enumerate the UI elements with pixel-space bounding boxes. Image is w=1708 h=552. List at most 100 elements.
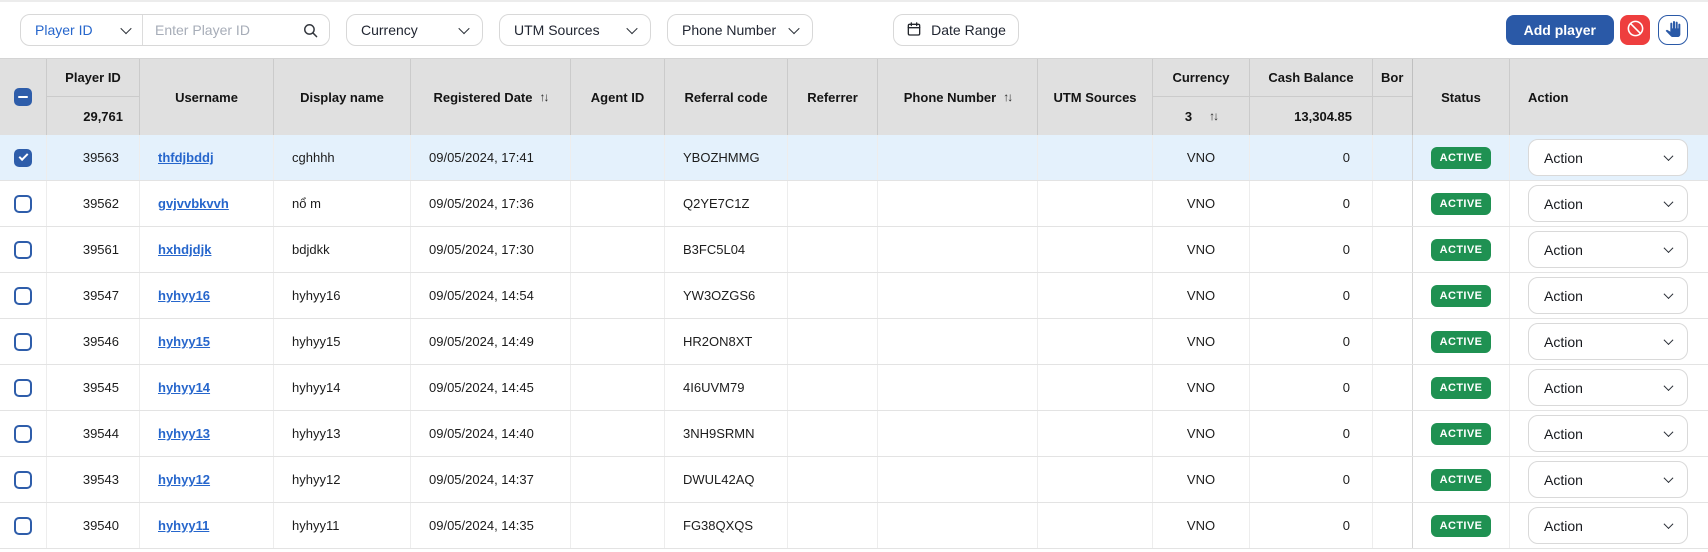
cell-player-id: 39563 [47, 135, 140, 180]
username-link[interactable]: hyhyy13 [158, 426, 211, 441]
cell-player-id: 39547 [47, 273, 140, 318]
cell-username: hyhyy16 [140, 273, 274, 318]
row-checkbox[interactable] [14, 240, 32, 259]
row-action-dropdown[interactable]: Action [1528, 461, 1688, 498]
cell-utm-sources [1038, 227, 1153, 272]
row-action-dropdown[interactable]: Action [1528, 185, 1688, 222]
add-player-button[interactable]: Add player [1505, 15, 1614, 45]
row-action-dropdown[interactable]: Action [1528, 277, 1688, 314]
row-checkbox[interactable] [14, 194, 32, 213]
row-checkbox[interactable] [14, 424, 32, 443]
cell-player-id: 39546 [47, 319, 140, 364]
sort-up-down-icon[interactable]: ↑↓ [1003, 90, 1013, 104]
cell-utm-sources [1038, 319, 1153, 364]
row-action-dropdown[interactable]: Action [1528, 507, 1688, 544]
table-row: 39540 hyhyy11 hyhyy11 09/05/2024, 14:35 … [0, 503, 1708, 549]
search-icon[interactable] [302, 22, 319, 44]
header-referrer: Referrer [788, 59, 878, 135]
cell-utm-sources [1038, 457, 1153, 502]
cell-cash-balance: 0 [1250, 135, 1373, 180]
cell-currency: VNO [1153, 135, 1250, 180]
cell-referrer [788, 503, 878, 548]
sort-up-down-icon[interactable]: ↑↓ [1209, 109, 1219, 123]
block-players-button[interactable] [1620, 15, 1650, 45]
cell-bonus [1373, 503, 1413, 548]
cell-cash-balance: 0 [1250, 227, 1373, 272]
cell-display-name: nổ m [274, 181, 411, 226]
block-prohibition-icon [1626, 19, 1645, 41]
header-registered-date: Registered Date ↑↓ [411, 59, 571, 135]
username-link[interactable]: hxhdjdjk [158, 242, 212, 257]
player-id-search-input[interactable] [143, 22, 329, 38]
search-field-selector-value: Player ID [35, 22, 93, 38]
currency-filter-dropdown[interactable]: Currency [346, 14, 483, 46]
phone-number-filter-dropdown[interactable]: Phone Number [667, 14, 813, 46]
header-player-id-label: Player ID [47, 59, 139, 97]
row-checkbox[interactable] [14, 470, 32, 489]
cell-referrer [788, 135, 878, 180]
cell-agent-id [571, 135, 665, 180]
row-checkbox[interactable] [14, 516, 32, 535]
cell-currency: VNO [1153, 411, 1250, 456]
search-field-selector[interactable]: Player ID [21, 15, 143, 45]
username-link[interactable]: thfdjbddj [158, 150, 214, 165]
row-checkbox[interactable] [14, 332, 32, 351]
calendar-icon [906, 21, 922, 40]
cell-phone-number [878, 365, 1038, 410]
cell-registered-date: 09/05/2024, 14:45 [411, 365, 571, 410]
row-checkbox[interactable] [14, 286, 32, 305]
username-link[interactable]: hyhyy15 [158, 334, 211, 349]
row-action-dropdown[interactable]: Action [1528, 369, 1688, 406]
header-phone-number: Phone Number ↑↓ [878, 59, 1038, 135]
check-mark [18, 151, 28, 162]
row-action-dropdown[interactable]: Action [1528, 139, 1688, 176]
select-all-checkbox[interactable] [14, 88, 32, 106]
cell-bonus [1373, 365, 1413, 410]
row-select-cell [0, 365, 47, 410]
table-row: 39543 hyhyy12 hyhyy12 09/05/2024, 14:37 … [0, 457, 1708, 503]
date-range-button[interactable]: Date Range [893, 14, 1019, 46]
username-link[interactable]: gvjvvbkvvh [158, 196, 229, 211]
row-select-cell [0, 181, 47, 226]
cell-cash-balance: 0 [1250, 365, 1373, 410]
header-cash-balance: Cash Balance 13,304.85 [1250, 59, 1373, 135]
cell-referrer [788, 273, 878, 318]
cell-referrer [788, 227, 878, 272]
row-action-dropdown[interactable]: Action [1528, 231, 1688, 268]
username-link[interactable]: hyhyy16 [158, 288, 211, 303]
cell-registered-date: 09/05/2024, 17:36 [411, 181, 571, 226]
chevron-down-icon [788, 22, 800, 35]
username-link[interactable]: hyhyy14 [158, 380, 211, 395]
players-table: Player ID 29,761 Username Display name R… [0, 58, 1708, 549]
cell-username: hxhdjdjk [140, 227, 274, 272]
cell-utm-sources [1038, 503, 1153, 548]
header-agent-id: Agent ID [571, 59, 665, 135]
row-action-label: Action [1544, 471, 1583, 488]
pan-hand-button[interactable] [1658, 15, 1688, 45]
username-link[interactable]: hyhyy12 [158, 472, 211, 487]
username-link[interactable]: hyhyy11 [158, 518, 210, 533]
row-action-label: Action [1544, 333, 1583, 350]
row-action-label: Action [1544, 517, 1583, 534]
header-username: Username [140, 59, 274, 135]
chevron-down-icon [626, 22, 638, 35]
cell-display-name: hyhyy16 [274, 273, 411, 318]
utm-sources-filter-dropdown[interactable]: UTM Sources [499, 14, 651, 46]
cell-display-name: hyhyy13 [274, 411, 411, 456]
player-id-total: 29,761 [83, 108, 123, 124]
row-checkbox[interactable] [14, 148, 32, 167]
sort-up-down-icon[interactable]: ↑↓ [539, 90, 549, 104]
cell-display-name: cghhhh [274, 135, 411, 180]
cell-referral-code: FG38QXQS [665, 503, 788, 548]
chevron-down-icon [458, 22, 470, 35]
cell-username: gvjvvbkvvh [140, 181, 274, 226]
cell-utm-sources [1038, 411, 1153, 456]
row-action-dropdown[interactable]: Action [1528, 323, 1688, 360]
row-action-dropdown[interactable]: Action [1528, 415, 1688, 452]
chevron-down-icon [1663, 427, 1674, 438]
cell-action: Action [1510, 411, 1707, 456]
row-checkbox[interactable] [14, 378, 32, 397]
chevron-down-icon [1663, 519, 1674, 530]
filters-toolbar: Player ID Currency UTM Sources Phone Num… [0, 2, 1708, 58]
